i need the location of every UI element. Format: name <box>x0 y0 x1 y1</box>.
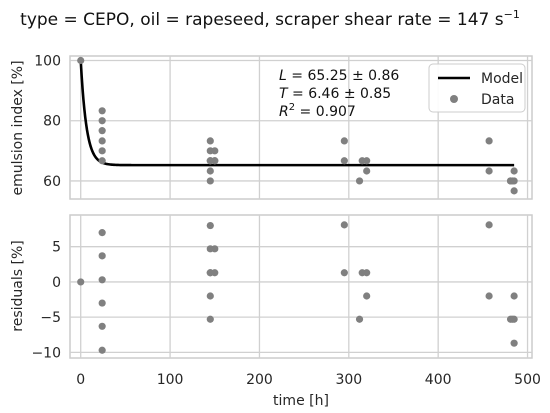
residual-point <box>98 322 106 330</box>
bottom-y-axis-label: residuals [%] <box>10 240 26 331</box>
x-tick-label: 100 <box>157 372 184 388</box>
emulsion-index-panel: 60 80 100 L = 65.25 ± 0.86 T = 6.46 ± 0.85… <box>34 54 533 200</box>
bottom-y-tick-label: −5 <box>40 310 61 326</box>
residual-point <box>98 252 106 260</box>
data-point <box>211 157 219 165</box>
annotation-R2-exponent: 2 <box>289 102 295 113</box>
annotation-L-symbol: L <box>279 68 287 84</box>
residual-point <box>510 292 518 300</box>
top-y-axis-label: emulsion index [%] <box>10 60 26 195</box>
x-tick-label: 400 <box>425 372 452 388</box>
data-point <box>98 107 106 115</box>
residual-point <box>77 278 85 286</box>
residual-point <box>510 315 518 323</box>
legend-model-label: Model <box>481 71 523 87</box>
data-point <box>98 127 106 135</box>
x-tick-label: 200 <box>246 372 273 388</box>
x-tick-label: 300 <box>335 372 362 388</box>
top-y-tick-label: 60 <box>43 174 61 190</box>
data-point <box>363 157 371 165</box>
annotation-T-symbol: T <box>279 86 289 102</box>
data-point <box>206 137 214 145</box>
data-point <box>206 167 214 175</box>
data-point <box>340 157 348 165</box>
data-point <box>510 167 518 175</box>
residuals-panel: −10 −5 0 5 <box>31 214 533 362</box>
residual-point <box>98 229 106 237</box>
top-data-points <box>77 56 518 195</box>
top-y-tick-label: 80 <box>43 114 61 130</box>
data-point <box>355 177 364 185</box>
data-point <box>340 137 348 145</box>
data-point <box>211 147 219 155</box>
annotation-R2-symbol: R <box>279 104 289 120</box>
chart-title-main: type = CEPO, oil = rapeseed, scraper she… <box>20 10 504 30</box>
data-point <box>485 167 493 175</box>
data-point <box>510 177 518 185</box>
annotation-T-value: = 6.46 ± 0.85 <box>288 86 392 102</box>
bottom-y-tick-label: −10 <box>31 345 61 361</box>
bottom-plot-area <box>69 214 533 359</box>
x-ticks: 0 100 200 300 400 500 <box>76 372 541 388</box>
legend: Model Data <box>428 63 526 113</box>
model-curve <box>79 60 515 167</box>
legend-data-label: Data <box>481 92 514 108</box>
residual-point <box>98 276 106 284</box>
residual-point <box>206 315 214 323</box>
data-point <box>98 147 106 155</box>
top-y-tick-label: 100 <box>34 54 61 70</box>
legend-data-swatch <box>450 95 458 103</box>
annotation-L-value: = 65.25 ± 0.86 <box>287 68 400 84</box>
data-point <box>98 157 106 165</box>
residual-point <box>485 292 493 300</box>
annotation-L: L = 65.25 ± 0.86 <box>279 68 399 84</box>
data-point <box>206 177 214 185</box>
data-point <box>363 167 371 175</box>
x-tick-label: 0 <box>76 372 85 388</box>
residual-point <box>211 245 219 253</box>
bottom-y-tick-label: 5 <box>52 240 61 256</box>
bottom-grid <box>70 215 532 358</box>
residual-point <box>206 292 214 300</box>
bottom-y-ticks: −10 −5 0 5 <box>31 240 61 362</box>
annotation-R2-value: = 0.907 <box>295 104 356 120</box>
residual-point <box>363 269 371 277</box>
chart-title-exponent: −1 <box>504 8 520 21</box>
residual-point <box>206 221 214 230</box>
data-point <box>98 117 106 125</box>
residual-point <box>211 269 219 277</box>
data-point <box>485 137 493 145</box>
residual-point <box>340 221 348 229</box>
annotation-R2: R2 = 0.907 <box>279 102 356 120</box>
annotation-T: T = 6.46 ± 0.85 <box>279 86 391 102</box>
data-point <box>510 187 518 195</box>
top-y-ticks: 60 80 100 <box>34 54 61 190</box>
residual-point <box>98 346 106 354</box>
residual-point <box>98 299 106 307</box>
residual-point <box>363 292 371 300</box>
x-tick-label: 500 <box>514 372 541 388</box>
residual-point <box>510 339 518 347</box>
residual-point <box>355 315 364 323</box>
data-point <box>77 56 85 65</box>
chart-title: type = CEPO, oil = rapeseed, scraper she… <box>20 8 520 30</box>
residual-point <box>485 221 493 229</box>
residual-point <box>340 269 348 277</box>
data-point <box>98 137 106 145</box>
bottom-y-tick-label: 0 <box>52 275 61 291</box>
x-axis-label: time [h] <box>273 393 329 409</box>
bottom-data-points <box>77 221 518 354</box>
